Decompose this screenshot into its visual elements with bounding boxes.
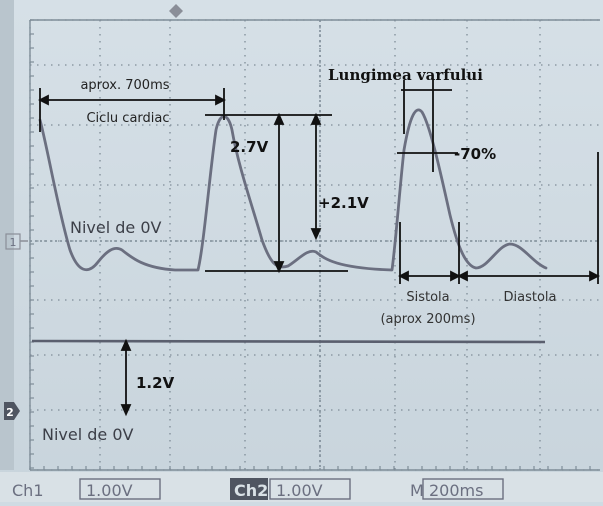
- status-bar: Ch1 1.00V Ch2 1.00V M 200ms: [0, 472, 603, 502]
- peak-length-title: Lungimea varfului: [328, 66, 483, 84]
- time-scale-value: 200ms: [429, 481, 483, 500]
- zero-level-ch2-label: Nivel de 0V: [42, 425, 134, 444]
- left-bezel: [0, 0, 14, 470]
- ch2-scale-box[interactable]: [269, 478, 351, 500]
- time-scale-box[interactable]: [422, 478, 504, 500]
- zero-level-ch1-label: Nivel de 0V: [70, 218, 162, 237]
- ch2-status-highlight[interactable]: [230, 478, 268, 500]
- annotation-lines: [37, 80, 601, 417]
- amplitude-pulse-label: +2.1V: [318, 194, 369, 212]
- channel-2-marker-label: 2: [6, 406, 14, 419]
- cycle-duration-label: aprox. 700ms: [80, 78, 169, 93]
- peak-percent-label: -70%: [454, 145, 496, 163]
- channel-1-marker-label: 1: [10, 236, 17, 249]
- ch1-scale-value: 1.00V: [86, 481, 133, 500]
- offset-ch2-label: 1.2V: [136, 374, 175, 392]
- graticule-grid: [29, 19, 600, 471]
- channel-1-waveform: [38, 108, 548, 272]
- ch1-scale-box[interactable]: [79, 478, 161, 500]
- channel-1-marker: 1: [5, 233, 28, 250]
- amplitude-total-label: 2.7V: [230, 138, 269, 156]
- channel-2-waveform: [31, 339, 546, 344]
- trigger-position-marker: [169, 4, 183, 18]
- cycle-label: Ciclu cardiac: [86, 111, 169, 126]
- time-status-label: M: [410, 481, 424, 500]
- systole-label: Sistola: [406, 290, 449, 305]
- diastole-label: Diastola: [504, 290, 557, 305]
- systole-duration-label: (aprox 200ms): [380, 312, 475, 327]
- ch1-status-label: Ch1: [12, 481, 44, 500]
- ch2-status-label: Ch2: [234, 481, 268, 500]
- ch2-scale-value: 1.00V: [276, 481, 323, 500]
- channel-2-marker: 2: [4, 402, 20, 420]
